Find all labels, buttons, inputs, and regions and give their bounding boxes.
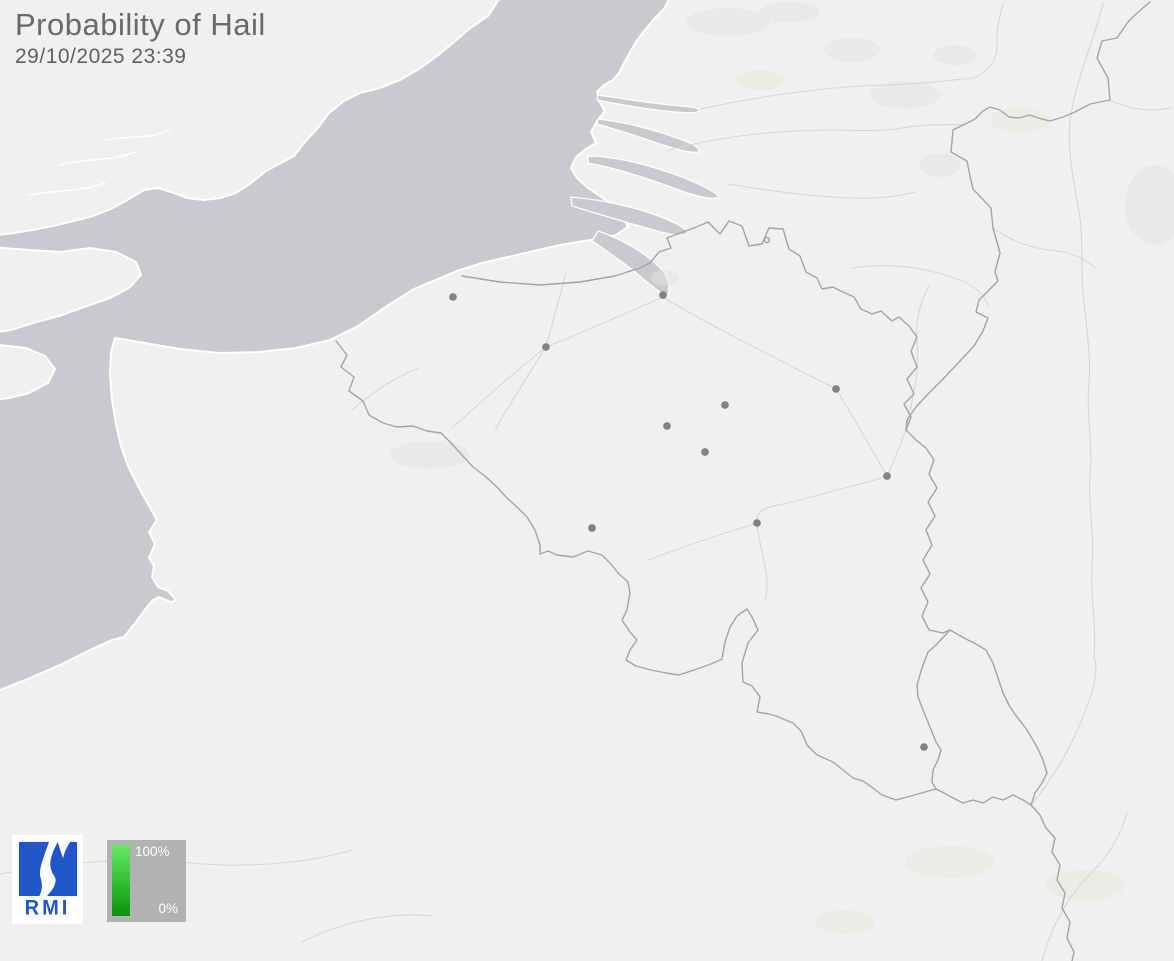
legend-gradient-bar: [112, 845, 130, 916]
england-estuaries: [29, 129, 171, 196]
city-dot: [920, 743, 928, 751]
country-borders: [335, 1, 1151, 961]
city-dots: [449, 291, 928, 751]
rmi-logo: RMI: [12, 835, 83, 924]
city-dot: [753, 519, 761, 527]
city-dot: [721, 401, 729, 409]
city-dot: [832, 385, 840, 393]
city-dot: [449, 293, 457, 301]
legend-min-label: 0%: [158, 901, 178, 916]
terrain-patches: [390, 2, 1174, 934]
page-title: Probability of Hail: [15, 7, 266, 42]
city-dot: [659, 291, 667, 299]
city-dot: [542, 343, 550, 351]
probability-legend: 100% 0%: [107, 840, 186, 922]
city-dot: [701, 448, 709, 456]
england-coast: [0, 0, 500, 400]
city-dot: [663, 422, 671, 430]
rmi-logo-text: RMI: [24, 896, 71, 920]
timestamp: 29/10/2025 23:39: [15, 44, 187, 68]
city-dot: [883, 472, 891, 480]
title-block: Probability of Hail 29/10/2025 23:39: [15, 7, 266, 69]
rmi-emblem-icon: [18, 841, 77, 897]
legend-max-label: 100%: [135, 844, 170, 859]
city-dot: [588, 524, 596, 532]
